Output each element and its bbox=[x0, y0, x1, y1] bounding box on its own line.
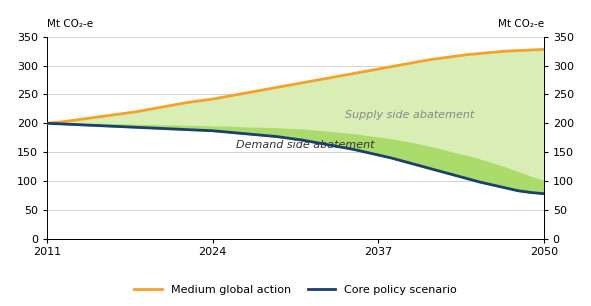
Text: Supply side abatement: Supply side abatement bbox=[345, 110, 475, 120]
Text: Mt CO₂-e: Mt CO₂-e bbox=[498, 19, 544, 29]
Legend: Medium global action, Core policy scenario: Medium global action, Core policy scenar… bbox=[129, 281, 462, 300]
Text: Demand side abatement: Demand side abatement bbox=[236, 140, 375, 150]
Text: Mt CO₂-e: Mt CO₂-e bbox=[47, 19, 93, 29]
